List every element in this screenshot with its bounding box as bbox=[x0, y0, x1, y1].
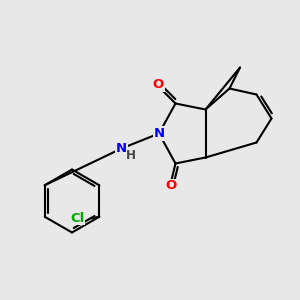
Text: N: N bbox=[153, 127, 165, 140]
Text: Cl: Cl bbox=[70, 212, 84, 225]
Text: O: O bbox=[153, 78, 164, 92]
Text: O: O bbox=[165, 179, 177, 192]
Text: H: H bbox=[126, 148, 136, 162]
Text: N: N bbox=[116, 142, 127, 155]
